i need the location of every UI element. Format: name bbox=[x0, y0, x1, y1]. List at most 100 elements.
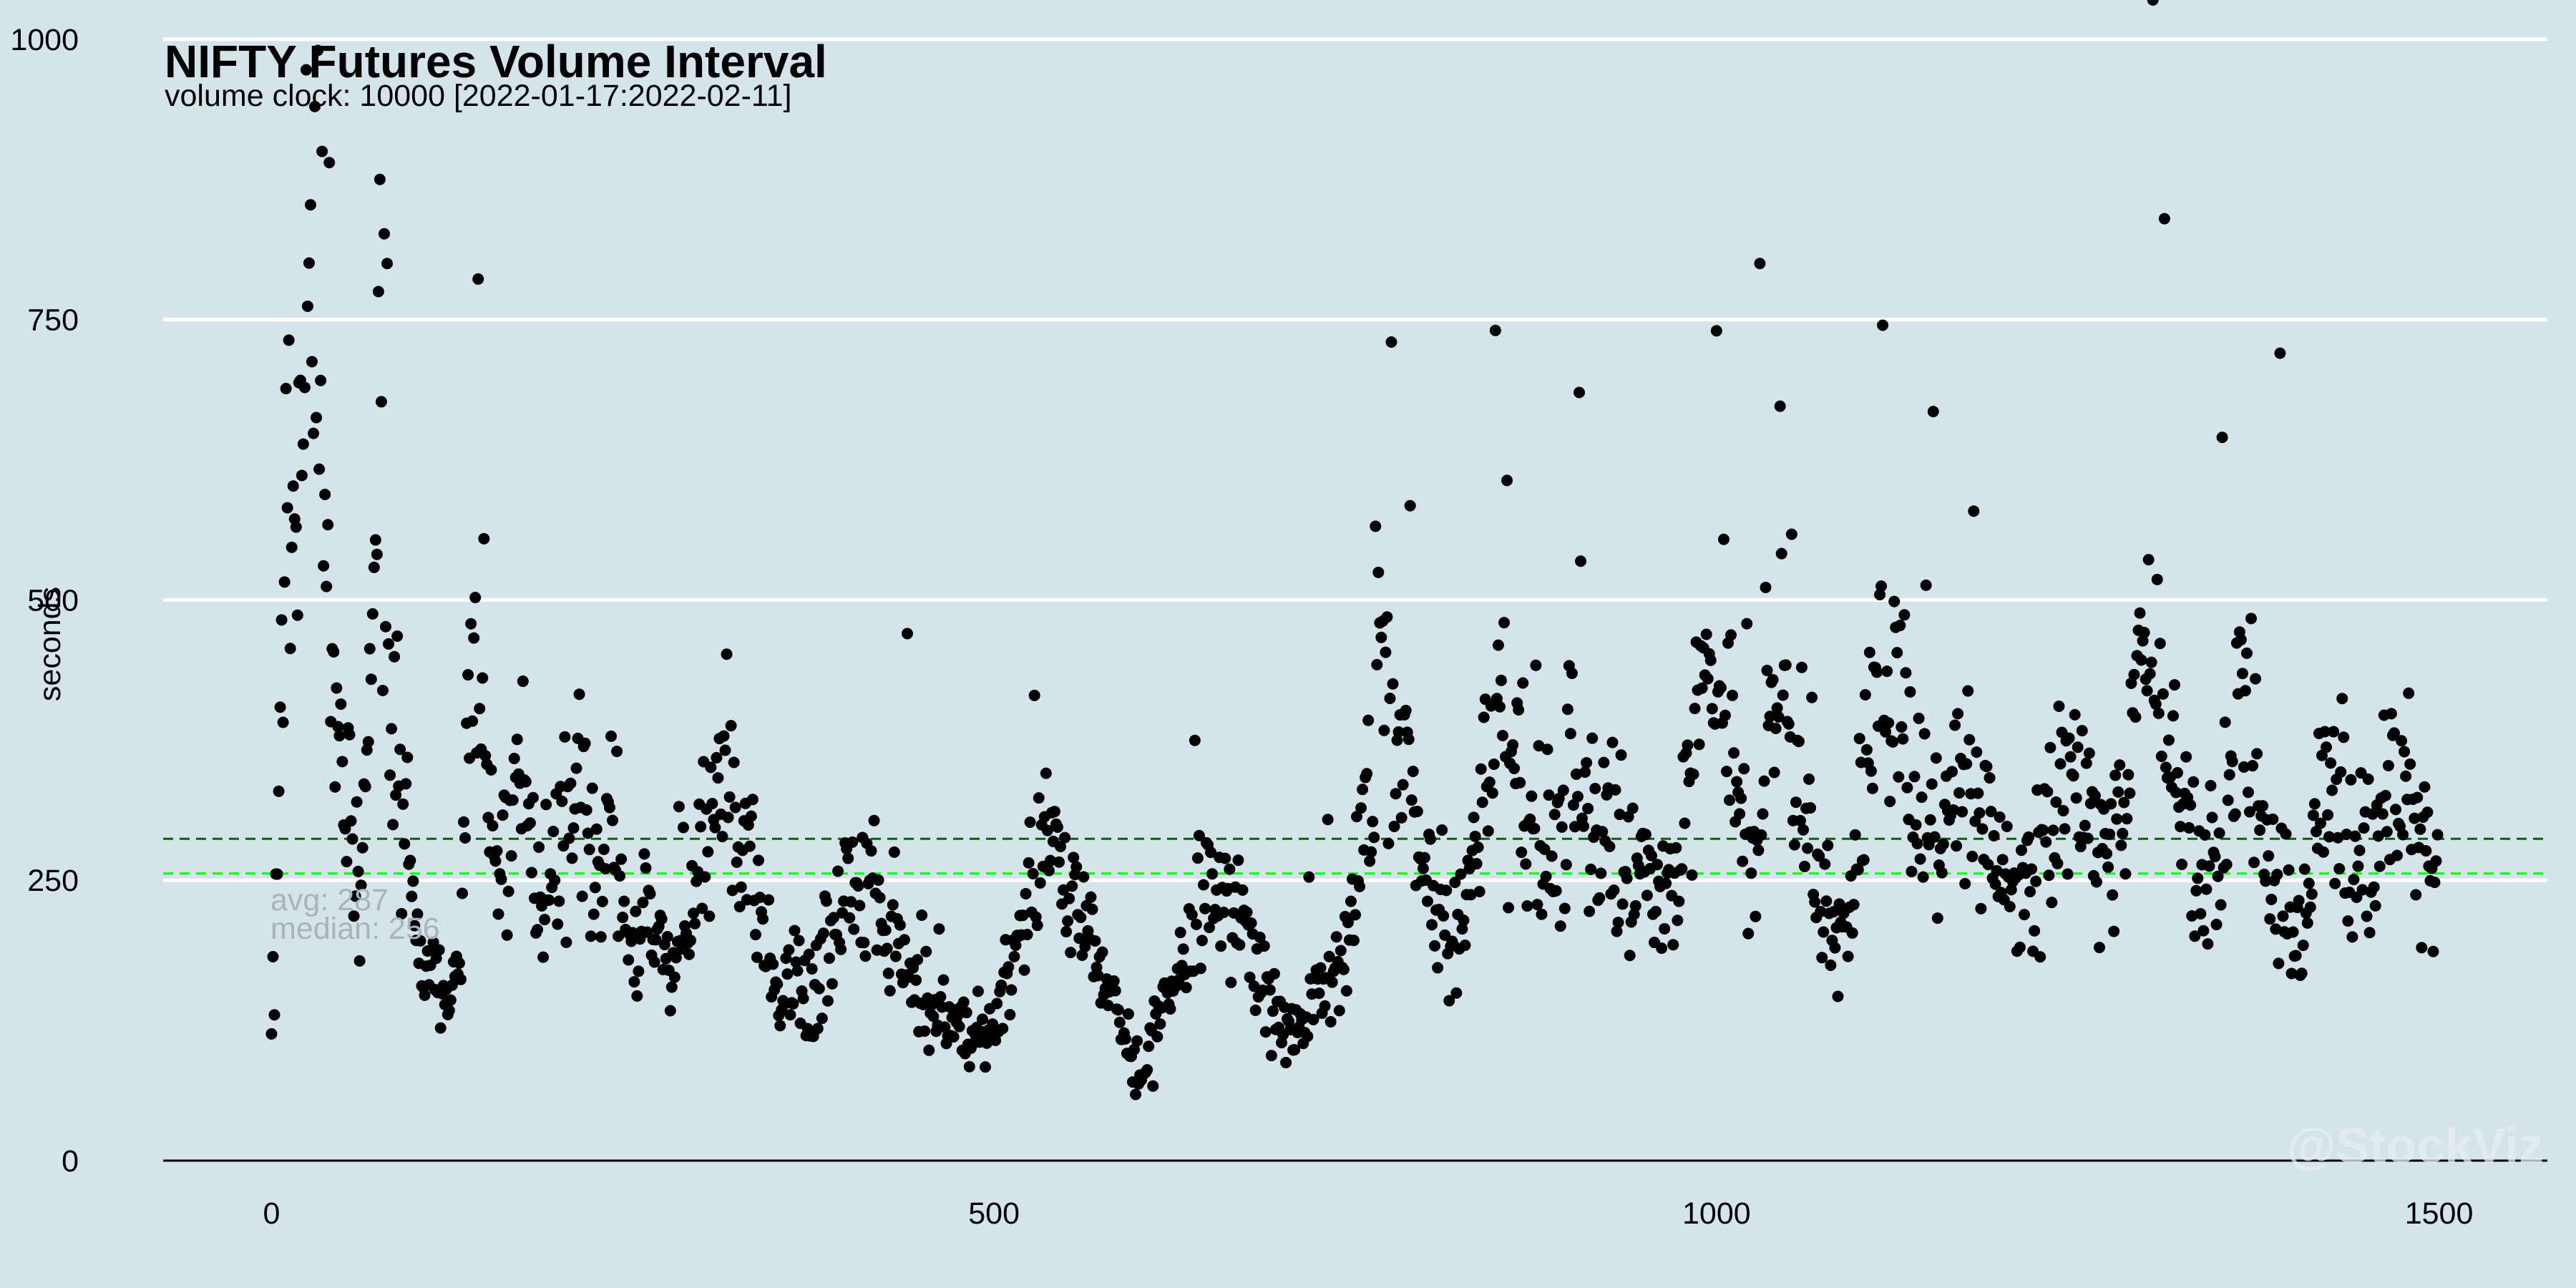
data-point bbox=[1981, 761, 1993, 773]
data-point bbox=[2202, 938, 2214, 950]
data-point bbox=[1264, 984, 1276, 996]
data-point bbox=[2043, 869, 2055, 882]
data-point bbox=[2306, 888, 2318, 900]
data-point bbox=[1853, 733, 1865, 745]
data-point bbox=[2265, 893, 2278, 905]
data-point bbox=[278, 576, 291, 588]
data-point bbox=[1961, 758, 1973, 770]
data-point bbox=[411, 908, 424, 920]
data-point bbox=[459, 831, 472, 844]
data-point bbox=[1455, 868, 1467, 880]
data-point bbox=[469, 592, 482, 604]
data-point bbox=[458, 816, 470, 828]
data-point bbox=[1667, 939, 1679, 951]
data-point bbox=[1458, 914, 1470, 927]
data-point bbox=[323, 157, 336, 169]
data-point bbox=[507, 794, 519, 806]
data-point bbox=[297, 438, 309, 450]
data-point bbox=[1775, 547, 1787, 560]
data-point bbox=[597, 843, 610, 855]
data-point bbox=[2121, 813, 2133, 825]
data-point bbox=[1898, 609, 1911, 621]
data-point bbox=[859, 950, 872, 962]
data-point bbox=[1906, 866, 1918, 878]
data-point bbox=[2046, 897, 2058, 909]
data-point bbox=[446, 979, 458, 991]
data-point bbox=[2257, 800, 2269, 812]
data-point bbox=[618, 895, 630, 907]
data-point bbox=[1760, 581, 1772, 593]
data-point bbox=[2192, 872, 2204, 884]
data-point bbox=[1792, 736, 1805, 748]
data-point bbox=[1972, 787, 1984, 799]
data-point bbox=[1440, 884, 1453, 897]
data-point bbox=[2410, 889, 2422, 901]
data-point bbox=[1495, 674, 1507, 686]
data-point bbox=[1354, 881, 1366, 893]
data-point bbox=[364, 643, 376, 655]
data-point bbox=[399, 838, 411, 850]
data-point bbox=[1916, 791, 1928, 804]
data-point bbox=[414, 935, 426, 947]
data-point bbox=[2366, 808, 2379, 820]
data-point bbox=[1818, 926, 1830, 938]
data-point bbox=[1533, 740, 1545, 752]
data-point bbox=[845, 896, 857, 908]
data-point bbox=[2251, 748, 2263, 760]
data-point bbox=[2236, 668, 2248, 680]
data-point bbox=[2212, 870, 2224, 882]
data-point bbox=[495, 873, 507, 885]
data-point bbox=[2361, 910, 2373, 922]
data-point bbox=[726, 884, 738, 897]
data-point bbox=[923, 1044, 935, 1056]
data-point bbox=[668, 971, 680, 983]
data-point bbox=[489, 855, 502, 867]
data-point bbox=[2314, 817, 2326, 829]
data-point bbox=[1917, 871, 1929, 883]
data-point bbox=[1033, 792, 1045, 804]
data-point bbox=[1143, 1040, 1155, 1053]
data-point bbox=[339, 823, 351, 835]
data-point bbox=[1164, 1002, 1176, 1015]
data-point bbox=[587, 908, 600, 920]
data-point bbox=[1265, 1050, 1277, 1062]
data-point bbox=[2162, 734, 2175, 746]
data-point bbox=[372, 286, 384, 298]
data-point bbox=[997, 1023, 1009, 1035]
data-point bbox=[2414, 823, 2426, 835]
data-point bbox=[774, 1020, 786, 1032]
data-point bbox=[2190, 884, 2202, 897]
data-point bbox=[409, 919, 421, 932]
data-point bbox=[443, 1005, 455, 1017]
data-point bbox=[2326, 784, 2338, 796]
data-point bbox=[1673, 895, 1685, 907]
data-point bbox=[1540, 870, 1552, 882]
data-point bbox=[1023, 857, 1035, 869]
data-point bbox=[2223, 769, 2235, 781]
data-point bbox=[2114, 759, 2126, 771]
data-point bbox=[2155, 751, 2167, 763]
data-point bbox=[2158, 213, 2170, 225]
data-point bbox=[2240, 647, 2253, 659]
data-point bbox=[723, 791, 736, 803]
data-point bbox=[365, 673, 377, 686]
data-point bbox=[1931, 912, 1943, 924]
data-point bbox=[1578, 820, 1590, 832]
data-point bbox=[1589, 783, 1601, 795]
data-point bbox=[771, 978, 784, 990]
data-point bbox=[1687, 768, 1699, 780]
data-point bbox=[2373, 860, 2386, 872]
data-point bbox=[939, 1021, 951, 1033]
data-point bbox=[1543, 789, 1555, 801]
data-point bbox=[1517, 677, 1529, 689]
data-point bbox=[1092, 970, 1104, 982]
data-point bbox=[1859, 688, 1871, 701]
data-point bbox=[2014, 941, 2026, 953]
data-point bbox=[787, 997, 799, 1010]
data-point bbox=[1388, 820, 1400, 832]
data-point bbox=[487, 820, 499, 832]
data-point bbox=[1768, 766, 1780, 779]
data-point bbox=[1323, 950, 1335, 962]
data-point bbox=[362, 736, 374, 748]
y-tick-label: 1000 bbox=[10, 23, 79, 57]
